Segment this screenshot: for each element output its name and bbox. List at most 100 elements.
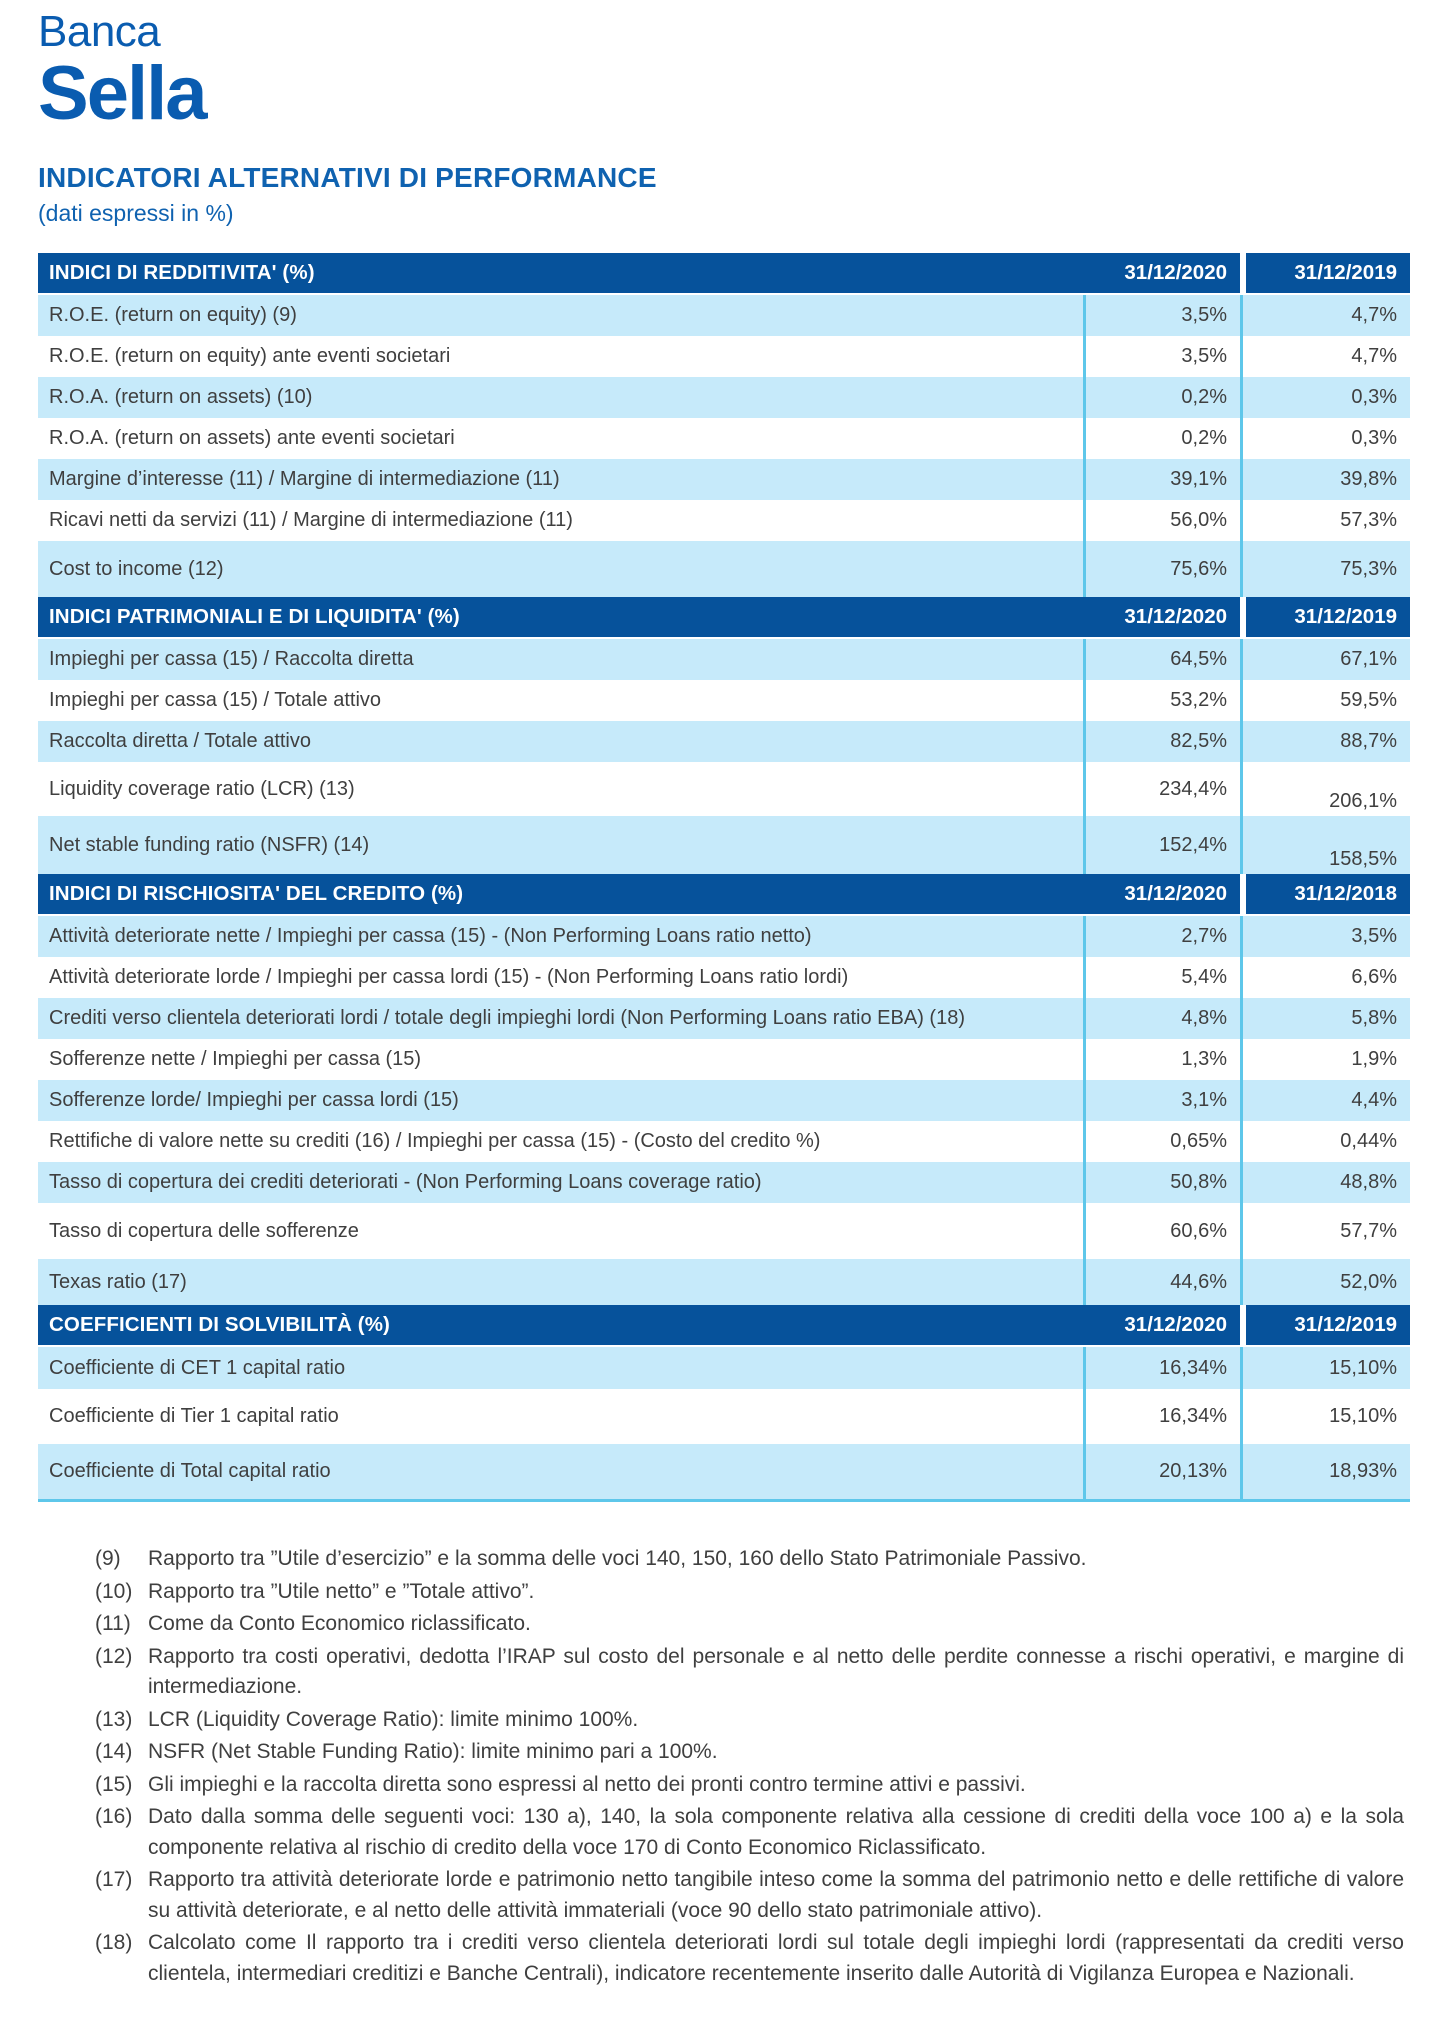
row-label: Ricavi netti da servizi (11) / Margine d…: [49, 509, 573, 531]
indicator-tables: INDICI DI REDDITIVITA' (%) 31/12/2020 31/1…: [38, 253, 1410, 1502]
table-row: Attività deteriorate lorde / Impieghi pe…: [38, 957, 1410, 998]
footnote-item: (14) NSFR (Net Stable Funding Ratio): lim…: [95, 1737, 1404, 1768]
footnote-number: (17): [95, 1868, 133, 1891]
page-subtitle: (dati espressi in %): [38, 200, 234, 226]
table-row: Coefficiente di CET 1 capital ratio 16,34…: [38, 1347, 1410, 1389]
row-label: Net stable funding ratio (NSFR) (14): [49, 833, 370, 856]
indicator-table: INDICI DI REDDITIVITA' (%) 31/12/2020 31/1…: [38, 253, 1410, 597]
footnote-text: Rapporto tra ”Utile d’esercizio” e la so…: [148, 1547, 1087, 1570]
row-label: Rettifiche di valore nette su crediti (1…: [49, 1130, 821, 1152]
value-previous: 0,44%: [1240, 1121, 1410, 1162]
table-row: Tasso di copertura dei crediti deteriora…: [38, 1162, 1410, 1203]
table-row: R.O.A. (return on assets) (10) 0,2% 0,3%: [38, 377, 1410, 418]
column-header-current: 31/12/2020: [1124, 882, 1227, 905]
value-previous: 18,93%: [1240, 1444, 1410, 1499]
value-previous: 6,6%: [1240, 957, 1410, 998]
value-current: 53,2%: [1083, 680, 1240, 721]
table-section-header: INDICI DI REDDITIVITA' (%) 31/12/2020 31/1…: [38, 253, 1410, 295]
footnote-number: (9): [95, 1547, 121, 1570]
logo-banca-text: Banca: [38, 7, 161, 56]
row-label: Tasso di copertura delle sofferenze: [49, 1219, 359, 1242]
value-current: 16,34%: [1083, 1389, 1240, 1444]
value-current: 3,5%: [1083, 295, 1240, 336]
section-title: INDICI PATRIMONIALI E DI LIQUIDITA' (%): [49, 605, 460, 628]
value-current: 56,0%: [1083, 500, 1240, 541]
value-previous: 206,1%: [1240, 762, 1410, 816]
footnote-number: (10): [95, 1579, 133, 1603]
footnote-item: (18) Calcolato come Il rapporto tra i cre…: [95, 1928, 1404, 1989]
value-previous: 3,5%: [1240, 916, 1410, 957]
row-label: Sofferenze lorde/ Impieghi per cassa lor…: [49, 1089, 459, 1111]
value-current: 0,65%: [1083, 1121, 1240, 1162]
value-previous: 67,1%: [1240, 639, 1410, 680]
column-header-current: 31/12/2020: [1124, 1313, 1227, 1336]
value-current: 16,34%: [1083, 1347, 1240, 1389]
row-label: Impieghi per cassa (15) / Raccolta diret…: [49, 648, 414, 670]
value-previous: 48,8%: [1240, 1162, 1410, 1203]
footnote-item: (17) Rapporto tra attività deteriorate lo…: [95, 1865, 1404, 1926]
value-current: 152,4%: [1083, 816, 1240, 874]
footnote-item: (12) Rapporto tra costi operativi, dedott…: [95, 1642, 1404, 1703]
value-current: 2,7%: [1083, 916, 1240, 957]
column-header-previous: 31/12/2018: [1240, 874, 1410, 914]
table-row: Coefficiente di Tier 1 capital ratio 16,3…: [38, 1389, 1410, 1444]
footnote-item: (11) Come da Conto Economico riclassifica…: [95, 1609, 1404, 1640]
footnote-number: (15): [95, 1772, 133, 1796]
table-row: Ricavi netti da servizi (11) / Margine d…: [38, 500, 1410, 541]
value-previous: 4,4%: [1240, 1080, 1410, 1121]
value-current: 234,4%: [1083, 762, 1240, 816]
value-current: 82,5%: [1083, 721, 1240, 762]
table-row: Rettifiche di valore nette su crediti (1…: [38, 1121, 1410, 1162]
value-previous: 88,7%: [1240, 721, 1410, 762]
footnote-text: Rapporto tra attività deteriorate lorde …: [148, 1868, 1404, 1922]
section-title: INDICI DI RISCHIOSITA' DEL CREDITO (%): [49, 882, 464, 905]
value-previous: 57,3%: [1240, 500, 1410, 541]
value-current: 39,1%: [1083, 459, 1240, 500]
table-section-header: COEFFICIENTI DI SOLVIBILITÀ (%) 31/12/202…: [38, 1305, 1410, 1347]
column-header-previous: 31/12/2019: [1240, 597, 1410, 637]
indicator-table: INDICI DI RISCHIOSITA' DEL CREDITO (%) 31…: [38, 874, 1410, 1305]
footnote-item: (15) Gli impieghi e la raccolta diretta s…: [95, 1770, 1404, 1801]
value-current: 64,5%: [1083, 639, 1240, 680]
column-header-current: 31/12/2020: [1124, 261, 1227, 284]
table-row: Impieghi per cassa (15) / Raccolta diret…: [38, 639, 1410, 680]
footnote-item: (13) LCR (Liquidity Coverage Ratio): limi…: [95, 1705, 1404, 1736]
table-row: Raccolta diretta / Totale attivo 82,5% 88,…: [38, 721, 1410, 762]
row-label: Raccolta diretta / Totale attivo: [49, 730, 311, 752]
footnote-text: Gli impieghi e la raccolta diretta sono …: [148, 1772, 1026, 1796]
value-previous: 15,10%: [1240, 1347, 1410, 1389]
value-previous: 4,7%: [1240, 336, 1410, 377]
row-label: R.O.A. (return on assets) (10): [49, 386, 313, 408]
row-label: Coefficiente di CET 1 capital ratio: [49, 1356, 346, 1379]
footnote-number: (18): [95, 1931, 133, 1954]
section-title: COEFFICIENTI DI SOLVIBILITÀ (%): [49, 1313, 390, 1336]
table-row: Margine d’interesse (11) / Margine di in…: [38, 459, 1410, 500]
table-row: Attività deteriorate nette / Impieghi pe…: [38, 916, 1410, 957]
value-previous: 52,0%: [1240, 1259, 1410, 1305]
table-row: Texas ratio (17) 44,6% 52,0%: [38, 1259, 1410, 1305]
footnote-number: (16): [95, 1805, 133, 1828]
value-previous: 59,5%: [1240, 680, 1410, 721]
value-current: 1,3%: [1083, 1039, 1240, 1080]
footnotes: (9) Rapporto tra ”Utile d’esercizio” e la…: [95, 1544, 1404, 1989]
value-previous: 158,5%: [1240, 816, 1410, 874]
value-previous: 0,3%: [1240, 377, 1410, 418]
footnote-text: Calcolato come Il rapporto tra i crediti…: [148, 1931, 1404, 1985]
footnote-number: (14): [95, 1740, 133, 1763]
value-previous: 5,8%: [1240, 998, 1410, 1039]
value-previous: 15,10%: [1240, 1389, 1410, 1444]
row-label: Attività deteriorate nette / Impieghi pe…: [49, 925, 812, 947]
row-label: Liquidity coverage ratio (LCR) (13): [49, 777, 355, 800]
footnote-item: (16) Dato dalla somma delle seguenti voci…: [95, 1802, 1404, 1863]
value-current: 0,2%: [1083, 377, 1240, 418]
value-current: 3,5%: [1083, 336, 1240, 377]
row-label: Coefficiente di Tier 1 capital ratio: [49, 1405, 339, 1427]
indicator-table: INDICI PATRIMONIALI E DI LIQUIDITA' (%) 3…: [38, 597, 1410, 874]
value-current: 50,8%: [1083, 1162, 1240, 1203]
row-label: Sofferenze nette / Impieghi per cassa (1…: [49, 1048, 422, 1070]
table-row: Liquidity coverage ratio (LCR) (13) 234,4…: [38, 762, 1410, 816]
row-label: Tasso di copertura dei crediti deteriora…: [49, 1171, 762, 1193]
row-label: R.O.E. (return on equity) (9): [49, 304, 297, 326]
table-row: R.O.A. (return on assets) ante eventi so…: [38, 418, 1410, 459]
row-label: Cost to income (12): [49, 557, 224, 580]
